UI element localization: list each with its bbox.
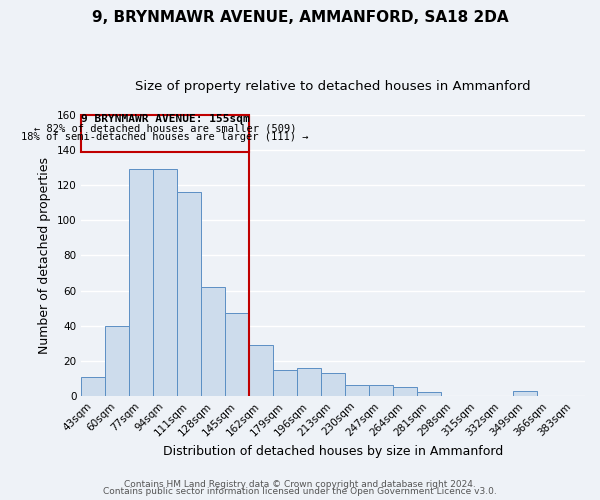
Bar [153,170,177,396]
Text: Contains public sector information licensed under the Open Government Licence v3: Contains public sector information licen… [103,487,497,496]
Bar [249,345,273,396]
Text: 9 BRYNMAWR AVENUE: 155sqm: 9 BRYNMAWR AVENUE: 155sqm [81,114,250,124]
Bar [177,192,201,396]
Y-axis label: Number of detached properties: Number of detached properties [38,157,51,354]
Bar [417,392,441,396]
Title: Size of property relative to detached houses in Ammanford: Size of property relative to detached ho… [136,80,531,93]
Bar [393,387,417,396]
Bar [345,386,369,396]
X-axis label: Distribution of detached houses by size in Ammanford: Distribution of detached houses by size … [163,444,503,458]
Bar [105,326,129,396]
Bar [369,386,393,396]
Bar [321,373,345,396]
Bar [129,170,153,396]
Text: ← 82% of detached houses are smaller (509): ← 82% of detached houses are smaller (50… [34,123,296,133]
Bar [225,314,249,396]
Bar [513,390,537,396]
Text: 18% of semi-detached houses are larger (111) →: 18% of semi-detached houses are larger (… [22,132,309,142]
Text: Contains HM Land Registry data © Crown copyright and database right 2024.: Contains HM Land Registry data © Crown c… [124,480,476,489]
Bar [81,376,105,396]
Bar [273,370,297,396]
Bar [81,115,249,152]
Bar [201,287,225,396]
Bar [297,368,321,396]
Text: 9, BRYNMAWR AVENUE, AMMANFORD, SA18 2DA: 9, BRYNMAWR AVENUE, AMMANFORD, SA18 2DA [92,10,508,25]
